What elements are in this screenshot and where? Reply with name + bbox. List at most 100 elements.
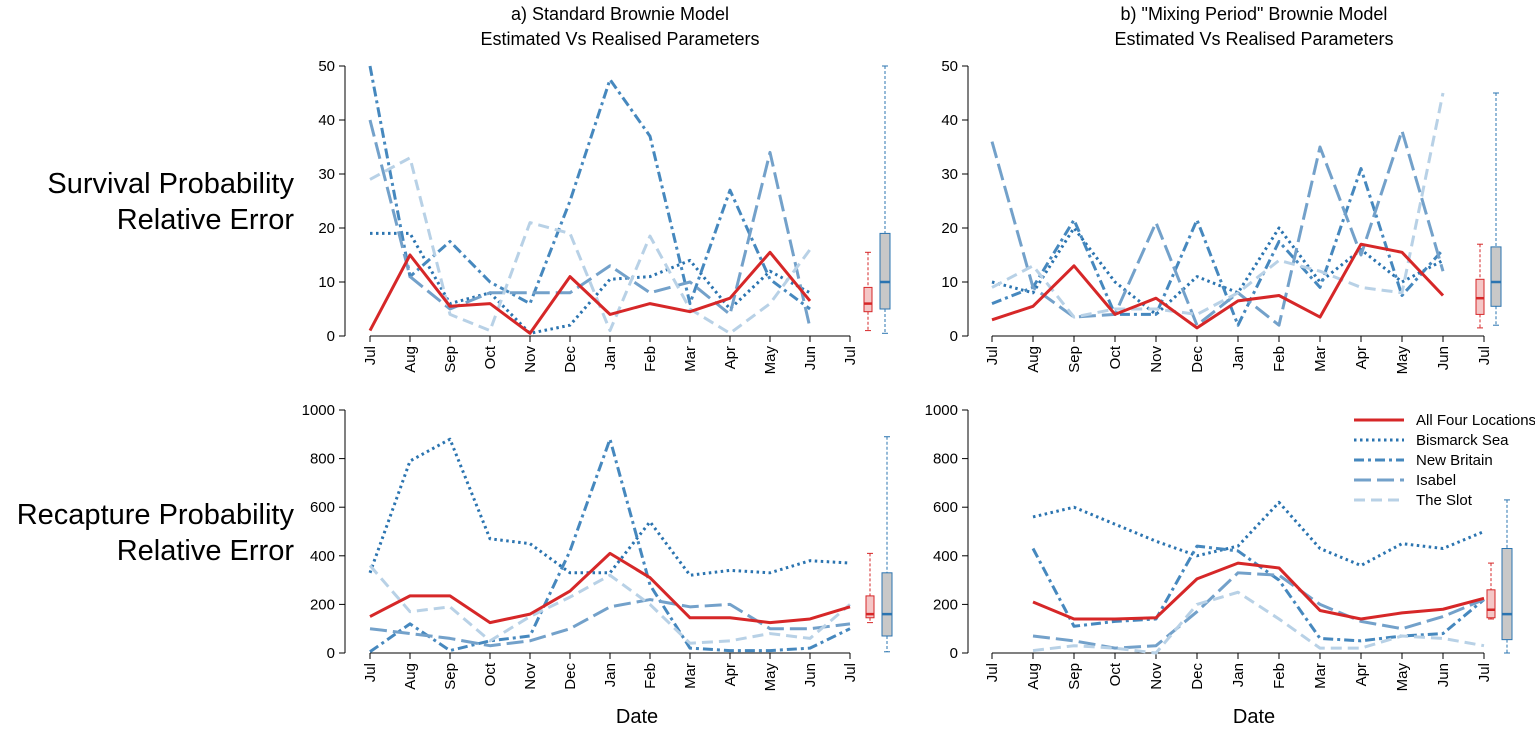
y-tick-label: 30 [941,166,958,183]
column-title-b-line2: Estimated Vs Realised Parameters [1114,29,1394,49]
x-tick-label: Nov [1148,663,1165,690]
y-tick-label: 800 [310,451,335,468]
boxplot-sites [881,436,893,653]
legend-item-isabel: Isabel [1352,470,1535,490]
x-tick-label: Sep [1066,663,1083,690]
x-tick-label: Jul [984,346,1001,365]
y-tick-label: 200 [933,596,958,613]
legend-label-bismarck-sea: Bismarck Sea [1416,431,1509,449]
x-tick-label: Apr [1353,346,1370,369]
y-tick-label: 40 [941,112,958,129]
y-tick-label: 50 [941,58,958,75]
x-tick-label: Oct [482,345,499,369]
row-label-recapture-line1: Recapture Probability [16,499,294,531]
y-tick-label: 10 [941,274,958,291]
x-tick-label: Dec [562,663,579,690]
row-label-recapture: Recapture Probability Relative Error [0,497,294,569]
series-line-the-slot [369,156,812,335]
x-tick-label: Feb [642,346,659,372]
x-tick-label: Apr [1353,663,1370,686]
x-tick-label: Jun [1435,663,1452,687]
boxplot-box [879,232,891,310]
series-line-new-britain [991,167,1445,327]
series-line-all-four-locations [368,250,812,335]
boxplot-sites [879,65,891,334]
legend: All Four Locations Bismarck Sea New Brit… [1352,410,1535,510]
row-label-survival: Survival Probability Relative Error [0,166,294,238]
series-line-bismarck-sea [1032,500,1485,568]
x-tick-label: Feb [1271,346,1288,372]
x-tick-label: Jun [802,663,819,687]
x-tick-label: Oct [1107,345,1124,369]
x-tick-label: Apr [722,346,739,369]
boxplot-box [1475,278,1485,315]
boxplot-box [881,572,893,637]
series-line-the-slot [991,92,1445,319]
x-axis-title-b: Date [1232,706,1276,728]
x-tick-label: May [762,663,779,692]
boxplot-box [1501,548,1513,641]
y-tick-label: 0 [327,328,335,345]
series-line-new-britain [1031,544,1485,643]
y-tick-label: 40 [318,112,335,129]
column-title-b: b) "Mixing Period" Brownie Model Estimat… [1004,2,1504,52]
y-tick-label: 600 [933,499,958,516]
x-tick-label: Jul [842,346,859,365]
series-line-all-four-locations [369,551,851,625]
legend-label-the-slot: The Slot [1416,491,1472,509]
y-tick-label: 0 [327,645,335,662]
x-tick-label: Sep [442,663,459,690]
boxplot-sites [1501,499,1513,654]
column-title-b-line1: b) "Mixing Period" Brownie Model [1120,4,1388,24]
series-line-new-britain [369,437,851,654]
boxplot-box [1490,246,1502,307]
y-tick-label: 600 [310,499,335,516]
x-tick-label: Dec [1189,346,1206,373]
y-tick-label: 800 [933,451,958,468]
series-line-isabel [990,129,1445,327]
y-tick-label: 30 [318,166,335,183]
series-line-the-slot [368,564,851,645]
x-tick-label: Nov [522,346,539,373]
series-line-the-slot [1032,590,1485,655]
y-tick-label: 400 [310,548,335,565]
boxplot-all-four [865,552,875,624]
x-tick-label: Oct [1107,662,1124,686]
x-tick-label: Mar [682,663,699,689]
x-tick-label: Jan [602,663,619,687]
boxplot-all-four [1486,562,1496,620]
legend-item-the-slot: The Slot [1352,490,1535,510]
panel-a-recapture-chart: 0 200 400 600 800 1000 Jul Aug Sep Oct Nov Dec Jan Fe… [302,402,893,692]
panel-b-survival-chart: 0 10 20 30 40 50 Jul Aug Sep Oct Nov Dec Jan Feb Mar Ap… [941,58,1502,375]
x-tick-label: Jan [1230,346,1247,370]
x-tick-label: Aug [402,346,419,373]
x-tick-label: Jul [362,346,379,365]
x-tick-label: Jul [362,663,379,682]
x-tick-label: Jul [984,663,1001,682]
x-tick-label: Jul [1476,346,1493,365]
x-tick-label: Dec [562,346,579,373]
y-tick-label: 20 [318,220,335,237]
series-line-new-britain [368,65,811,311]
y-tick-label: 10 [318,274,335,291]
x-tick-label: Sep [442,346,459,373]
legend-swatch-all-four [1354,418,1404,422]
x-tick-label: May [1394,346,1411,375]
x-tick-label: Jun [802,346,819,370]
column-title-a-line2: Estimated Vs Realised Parameters [480,29,760,49]
boxplot-sites [1490,92,1502,326]
x-tick-label: Aug [402,663,419,690]
legend-item-new-britain: New Britain [1352,450,1535,470]
x-tick-label: Sep [1066,346,1083,373]
series-line-bismarck-sea [368,437,851,577]
x-tick-label: Aug [1025,663,1042,690]
x-tick-label: May [1394,663,1411,692]
x-tick-label: May [762,346,779,375]
column-title-a-line1: a) Standard Brownie Model [510,4,730,24]
x-tick-label: Jul [842,663,859,682]
x-tick-label: Aug [1025,346,1042,373]
row-label-recapture-line2: Relative Error [116,535,294,567]
legend-label-all-four: All Four Locations [1416,411,1535,429]
legend-swatch-isabel [1354,478,1404,482]
